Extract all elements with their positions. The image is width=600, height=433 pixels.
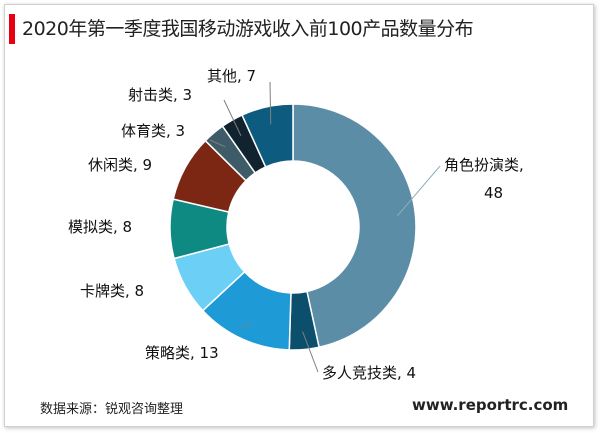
slice-label-line: 射击类, 3 bbox=[128, 86, 192, 104]
leader-lines bbox=[209, 81, 441, 373]
chart-title: 2020年第一季度我国移动游戏收入前100产品数量分布 bbox=[22, 18, 474, 40]
slice-labels: 角色扮演类, 48 多人竞技类, 4 策略类, 13 卡牌类, 8 模拟类, 8 休闲类, … bbox=[68, 67, 524, 382]
leader-line-8 bbox=[223, 99, 242, 137]
slice-label-line: 卡牌类, 8 bbox=[80, 282, 144, 300]
slice-label-2: 多人竞技类, 4 bbox=[322, 364, 416, 382]
leader-line-3 bbox=[241, 322, 250, 329]
slice-label-line: 体育类, 3 bbox=[121, 122, 185, 140]
slice-label-6: 休闲类, 9 bbox=[88, 156, 152, 174]
slice-label-line: 策略类, 13 bbox=[145, 344, 219, 362]
slice-label-line: 48 bbox=[484, 184, 503, 202]
leader-line-9 bbox=[269, 81, 272, 125]
website-url[interactable]: www.reportrc.com bbox=[412, 396, 569, 414]
slice-label-line: 休闲类, 9 bbox=[88, 156, 152, 174]
slice-label-line: 其他, 7 bbox=[207, 67, 256, 85]
slice-label-8: 射击类, 3 bbox=[128, 86, 192, 104]
slice-label-line: 角色扮演类, bbox=[444, 156, 524, 174]
slice-label-5: 模拟类, 8 bbox=[68, 218, 132, 236]
chart-frame bbox=[4, 4, 594, 427]
slice-9 bbox=[241, 103, 294, 168]
leader-line-2 bbox=[302, 331, 319, 373]
slice-label-9: 其他, 7 bbox=[207, 67, 256, 85]
leader-line-1 bbox=[397, 165, 441, 217]
slice-label-4: 卡牌类, 8 bbox=[80, 282, 144, 300]
leader-line-7 bbox=[209, 139, 226, 148]
slice-label-1: 角色扮演类, 48 bbox=[444, 156, 524, 202]
slice-label-line: 多人竞技类, 4 bbox=[322, 364, 416, 382]
title-accent-bar bbox=[9, 14, 15, 44]
slice-label-7: 体育类, 3 bbox=[121, 122, 185, 140]
data-source-note: 数据来源：锐观咨询整理 bbox=[40, 402, 184, 417]
slice-label-3: 策略类, 13 bbox=[145, 344, 219, 362]
slice-1 bbox=[292, 103, 417, 349]
slice-label-line: 模拟类, 8 bbox=[68, 218, 132, 236]
donut-slices bbox=[169, 103, 417, 351]
